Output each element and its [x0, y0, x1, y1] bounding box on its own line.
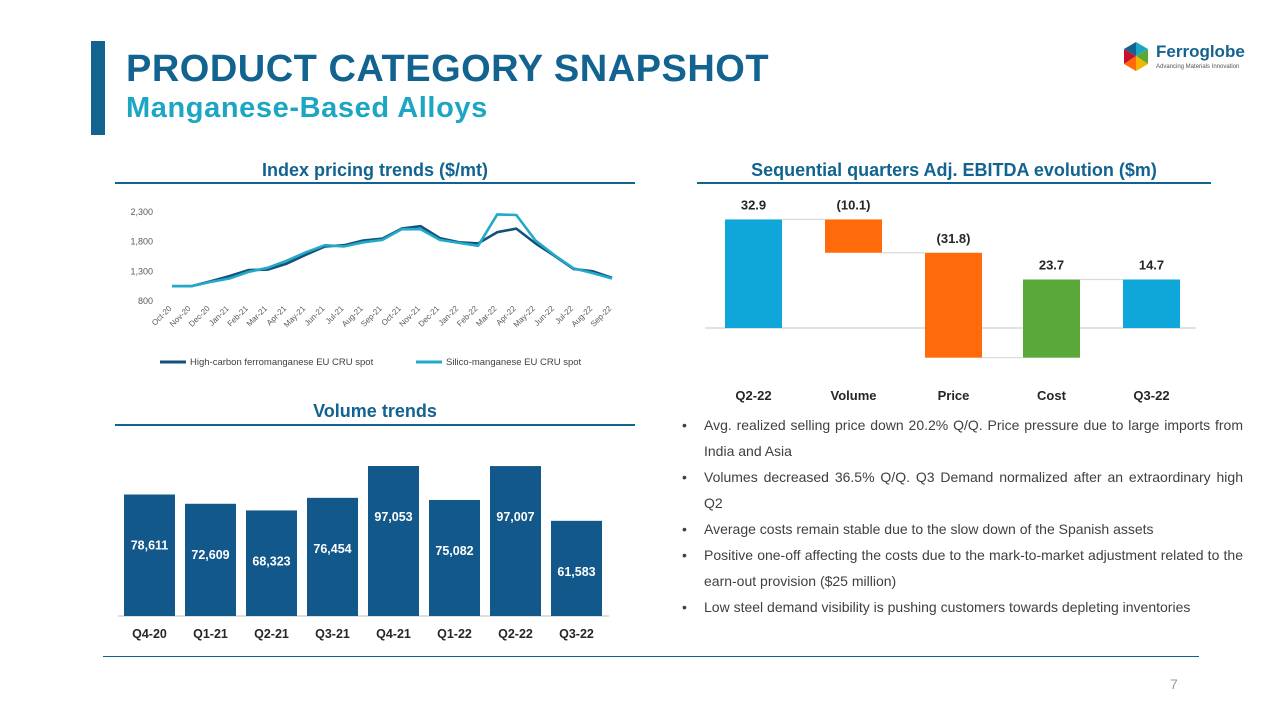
page-number: 7	[1170, 676, 1178, 692]
volume-bar	[307, 497, 358, 616]
index-x-tick-label: Jun-22	[532, 304, 556, 328]
index-legend-label: Silico-manganese EU CRU spot	[446, 357, 582, 368]
volume-category-label: Q4-21	[376, 627, 411, 641]
volume-bar	[368, 466, 419, 616]
index-x-tick-label: Sep-22	[589, 304, 614, 329]
ebitda-chart-title: Sequential quarters Adj. EBITDA evolutio…	[751, 160, 1157, 180]
company-logo: Ferroglobe Advancing Materials Innovatio…	[1120, 40, 1250, 76]
volume-bar	[124, 494, 175, 616]
ebitda-value-label: 32.9	[741, 197, 766, 212]
volume-data-label: 72,609	[191, 548, 229, 562]
volume-data-label: 97,007	[496, 510, 534, 524]
ebitda-bar	[725, 219, 782, 328]
volume-title-rule	[115, 424, 635, 426]
ebitda-category-label: Cost	[1037, 388, 1067, 403]
ebitda-category-label: Volume	[831, 388, 877, 403]
ebitda-bar	[825, 219, 882, 253]
volume-category-label: Q3-22	[559, 627, 594, 641]
volume-category-label: Q2-21	[254, 627, 289, 641]
volume-bar	[551, 520, 602, 616]
volume-category-label: Q2-22	[498, 627, 533, 641]
volume-data-label: 68,323	[252, 554, 290, 568]
volume-data-label: 78,611	[131, 539, 169, 553]
index-y-tick-label: 1,300	[130, 266, 153, 276]
ferroglobe-logo-icon	[1124, 42, 1148, 71]
index-y-tick-label: 2,300	[130, 207, 153, 217]
page-title: PRODUCT CATEGORY SNAPSHOT	[126, 48, 770, 90]
commentary-item: Low steel demand visibility is pushing c…	[680, 594, 1243, 620]
index-x-tick-label: Sep-21	[359, 304, 384, 329]
commentary-list: Avg. realized selling price down 20.2% Q…	[680, 412, 1243, 620]
volume-category-label: Q3-21	[315, 627, 350, 641]
commentary-item: Volumes decreased 36.5% Q/Q. Q3 Demand n…	[680, 464, 1243, 516]
page-subtitle: Manganese-Based Alloys	[126, 92, 488, 124]
ebitda-value-label: (10.1)	[837, 197, 871, 212]
ebitda-value-label: (31.8)	[937, 231, 971, 246]
volume-data-label: 76,454	[313, 542, 351, 556]
ebitda-category-label: Price	[938, 388, 970, 403]
index-x-tick-label: Dec-20	[187, 304, 212, 329]
volume-chart-title: Volume trends	[313, 401, 437, 421]
index-x-tick-label: May-22	[512, 304, 538, 330]
volume-data-label: 75,082	[435, 544, 473, 558]
volume-bar	[429, 499, 480, 616]
ebitda-category-label: Q2-22	[735, 388, 771, 403]
ebitda-title-rule	[697, 182, 1211, 184]
volume-category-label: Q4-20	[132, 627, 167, 641]
volume-bar	[490, 466, 541, 616]
volume-category-label: Q1-21	[193, 627, 228, 641]
footer-rule	[103, 656, 1199, 657]
volume-data-label: 61,583	[557, 565, 595, 579]
volume-bar	[185, 503, 236, 616]
commentary-item: Average costs remain stable due to the s…	[680, 516, 1243, 542]
volume-data-label: 97,053	[374, 510, 412, 524]
commentary-item: Avg. realized selling price down 20.2% Q…	[680, 412, 1243, 464]
volume-bar	[246, 510, 297, 616]
index-chart-title: Index pricing trends ($/mt)	[261, 160, 489, 180]
ebitda-bar	[1023, 279, 1080, 358]
ebitda-value-label: 14.7	[1139, 257, 1164, 272]
index-x-tick-label: Mar-22	[474, 304, 499, 329]
commentary-item: Positive one-off affecting the costs due…	[680, 542, 1243, 594]
ebitda-bar	[1123, 279, 1180, 328]
ebitda-bar	[925, 252, 982, 358]
title-accent-bar	[91, 41, 105, 135]
index-x-tick-label: Dec-21	[417, 304, 442, 329]
ebitda-value-label: 23.7	[1039, 257, 1064, 272]
logo-tagline: Advancing Materials Innovation	[1156, 64, 1240, 70]
index-x-tick-label: May-21	[282, 304, 308, 330]
index-title-rule	[115, 182, 635, 184]
index-y-tick-label: 800	[138, 296, 153, 306]
logo-wordmark: Ferroglobe	[1156, 42, 1245, 61]
index-series-line	[172, 213, 613, 288]
volume-category-label: Q1-22	[437, 627, 472, 641]
ebitda-category-label: Q3-22	[1133, 388, 1169, 403]
index-x-tick-label: Jun-21	[303, 304, 327, 328]
index-x-tick-label: Mar-21	[245, 304, 270, 329]
index-y-tick-label: 1,800	[130, 237, 153, 247]
index-legend-label: High-carbon ferromanganese EU CRU spot	[190, 357, 374, 368]
